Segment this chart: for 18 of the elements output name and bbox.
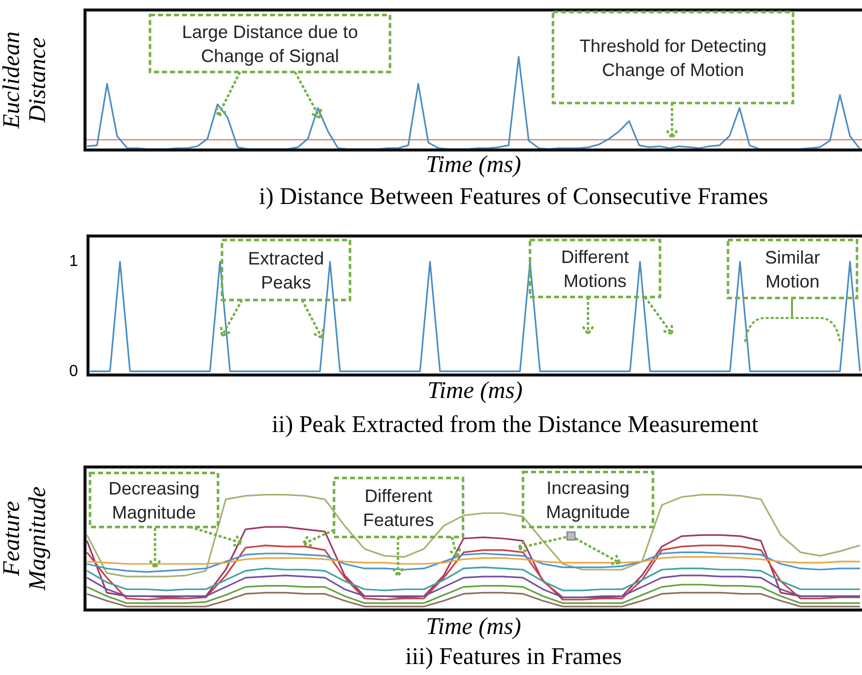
annotation: Decreasing Magnitude bbox=[108, 478, 200, 522]
y-tick-label: 0 bbox=[69, 362, 78, 380]
annotation: Different Motions bbox=[561, 246, 629, 291]
text: iii) Features in Frames bbox=[405, 644, 622, 670]
x-axis-title: Time (ms) bbox=[426, 614, 522, 640]
y-axis-title: Feature Magnitude bbox=[0, 486, 51, 592]
text: i) Distance Between Features of Consecutive Frames bbox=[258, 184, 768, 210]
text: ii) Peak Extracted from the Distance Measurement bbox=[272, 412, 759, 438]
y-axis-title: Euclidean Distance bbox=[0, 31, 51, 130]
annotation: Different Features bbox=[362, 486, 434, 530]
y-tick-label: 1 bbox=[69, 253, 78, 270]
annotation: Threshold for Detecting Change of Motion bbox=[579, 36, 767, 80]
annotation: Large Distance due to Change of Signal bbox=[182, 22, 358, 66]
x-axis-title: Time (ms) bbox=[426, 152, 522, 178]
annotation: Increasing Magnitude bbox=[546, 478, 630, 522]
x-axis-title: Time (ms) bbox=[427, 378, 523, 404]
annotation: Similar Motion bbox=[764, 247, 820, 292]
annotation: Extracted Peaks bbox=[248, 248, 324, 292]
